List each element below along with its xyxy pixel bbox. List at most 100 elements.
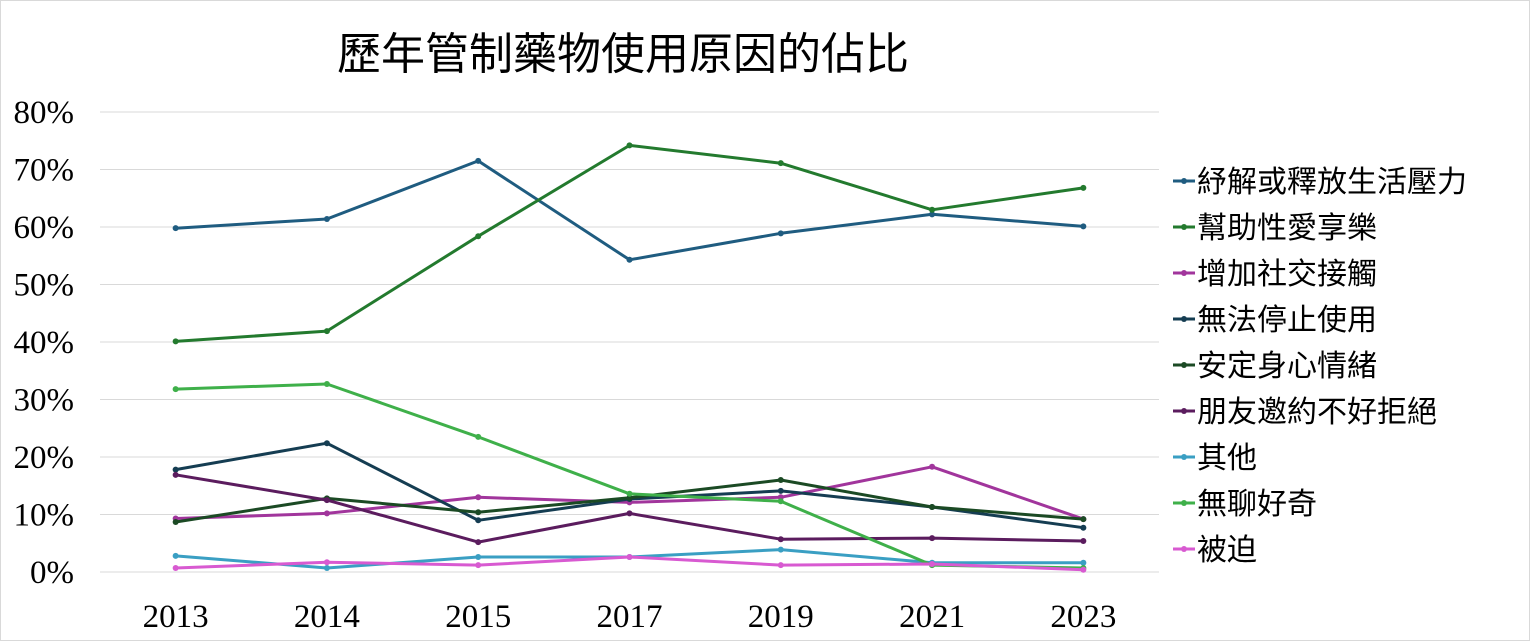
series-4 xyxy=(172,440,1087,531)
data-point xyxy=(475,517,482,524)
data-point xyxy=(475,233,482,240)
data-point xyxy=(172,338,179,345)
data-point xyxy=(475,539,482,546)
data-point xyxy=(1080,516,1087,523)
series-8 xyxy=(172,380,1087,571)
legend-marker xyxy=(1181,270,1187,276)
data-point xyxy=(626,510,633,517)
y-tick-label: 70% xyxy=(14,153,75,189)
data-point xyxy=(323,215,330,222)
data-point xyxy=(929,504,936,511)
legend: 紓解或釋放生活壓力幫助性愛享樂增加社交接觸無法停止使用安定身心情緒朋友邀約不好拒… xyxy=(1173,165,1467,568)
data-point xyxy=(777,536,784,543)
data-point xyxy=(929,560,936,567)
legend-label: 朋友邀約不好拒絕 xyxy=(1197,395,1437,430)
data-point xyxy=(323,380,330,387)
data-point xyxy=(172,564,179,571)
y-tick-label: 20% xyxy=(14,440,75,476)
series-1 xyxy=(172,157,1087,263)
data-point xyxy=(777,498,784,505)
data-point xyxy=(1080,184,1087,191)
legend-entry: 朋友邀約不好拒絕 xyxy=(1173,395,1437,430)
data-point xyxy=(172,552,179,559)
series-lines xyxy=(172,142,1087,573)
data-point xyxy=(626,142,633,149)
data-point xyxy=(777,477,784,483)
series-6 xyxy=(172,471,1087,546)
legend-label: 無法停止使用 xyxy=(1197,303,1377,338)
legend-marker xyxy=(1181,316,1187,322)
data-point xyxy=(929,211,936,218)
data-point xyxy=(1080,223,1087,230)
legend-marker xyxy=(1181,224,1187,230)
y-tick-label: 30% xyxy=(14,383,75,419)
series-line xyxy=(174,143,1085,343)
data-point xyxy=(475,433,482,440)
data-point xyxy=(626,256,633,263)
legend-label: 被迫 xyxy=(1197,533,1257,568)
legend-entry: 幫助性愛享樂 xyxy=(1173,211,1377,246)
data-point xyxy=(172,386,179,393)
data-point xyxy=(777,562,784,569)
legend-marker xyxy=(1181,546,1187,552)
legend-label: 紓解或釋放生活壓力 xyxy=(1197,165,1467,200)
data-point xyxy=(323,497,330,504)
data-point xyxy=(475,157,482,164)
data-point xyxy=(1080,537,1087,544)
data-point xyxy=(1080,524,1087,531)
legend-entry: 無法停止使用 xyxy=(1173,303,1377,338)
series-9 xyxy=(172,554,1087,573)
y-tick-label: 60% xyxy=(14,210,75,246)
x-axis-ticks: 2013 2014 2015 2017 2019 2021 2023 xyxy=(143,599,1117,635)
data-point xyxy=(1080,566,1087,573)
data-point xyxy=(475,509,482,516)
legend-entry: 無聊好奇 xyxy=(1173,487,1317,522)
data-point xyxy=(929,463,936,470)
legend-label: 無聊好奇 xyxy=(1197,487,1317,522)
legend-label: 幫助性愛享樂 xyxy=(1197,211,1377,246)
data-point xyxy=(323,328,330,335)
y-tick-label: 0% xyxy=(30,555,74,591)
data-point xyxy=(475,494,482,501)
data-point xyxy=(323,440,330,447)
y-tick-label: 80% xyxy=(14,95,75,131)
series-line xyxy=(174,382,1085,570)
data-point xyxy=(172,471,179,478)
legend-marker xyxy=(1181,454,1187,460)
y-tick-label: 40% xyxy=(14,325,75,361)
series-line xyxy=(174,159,1085,262)
x-tick-label: 2023 xyxy=(1050,599,1116,635)
y-tick-label: 10% xyxy=(14,498,75,534)
legend-entry: 紓解或釋放生活壓力 xyxy=(1173,165,1467,200)
legend-label: 其他 xyxy=(1197,441,1257,476)
legend-marker xyxy=(1181,178,1187,184)
data-point xyxy=(777,487,784,494)
data-point xyxy=(777,160,784,167)
legend-entry: 安定身心情緒 xyxy=(1173,349,1377,384)
legend-marker xyxy=(1181,362,1187,368)
data-point xyxy=(929,206,936,213)
x-tick-label: 2017 xyxy=(597,599,663,635)
x-tick-label: 2019 xyxy=(748,599,814,635)
legend-marker xyxy=(1181,500,1187,506)
x-tick-label: 2014 xyxy=(294,599,360,635)
x-tick-label: 2013 xyxy=(143,599,209,635)
data-point xyxy=(1080,559,1087,566)
legend-label: 增加社交接觸 xyxy=(1197,257,1377,292)
data-point xyxy=(323,559,330,566)
y-axis-ticks: 0% 10% 20% 30% 40% 50% 60% 70% 80% xyxy=(14,95,75,591)
data-point xyxy=(929,535,936,542)
data-point xyxy=(626,490,633,497)
data-point xyxy=(777,230,784,237)
legend-entry: 增加社交接觸 xyxy=(1173,257,1377,292)
data-point xyxy=(777,546,784,553)
x-tick-label: 2021 xyxy=(899,599,965,635)
data-point xyxy=(626,554,633,561)
legend-label: 安定身心情緒 xyxy=(1197,349,1377,384)
data-point xyxy=(323,564,330,571)
y-tick-label: 50% xyxy=(14,268,75,304)
data-point xyxy=(475,562,482,569)
legend-entry: 其他 xyxy=(1173,441,1257,476)
